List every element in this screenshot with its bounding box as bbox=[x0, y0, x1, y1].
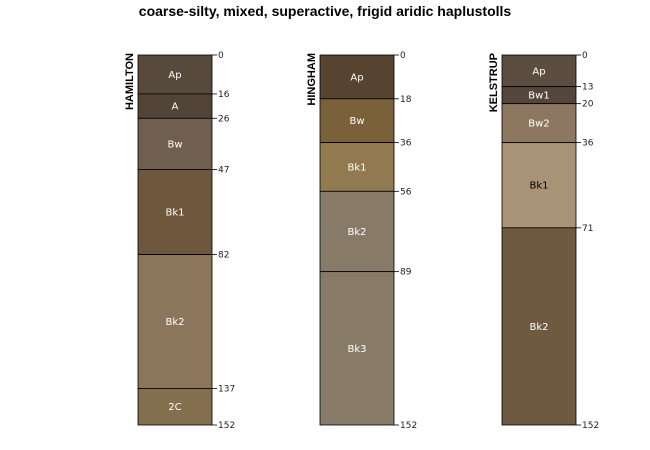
depth-label: 152 bbox=[400, 421, 417, 431]
profile-hamilton: HAMILTON Ap A Bw Bk1 Bk2 2C 0 16 26 47 82 137 152 bbox=[124, 51, 235, 431]
depth-label: 0 bbox=[400, 51, 406, 61]
depth-label: 16 bbox=[218, 90, 230, 100]
depth-label: 137 bbox=[218, 384, 235, 394]
profile-name-label: KELSTRUP bbox=[488, 53, 500, 112]
depth-label: 71 bbox=[582, 224, 593, 234]
horizon-label: Ap bbox=[350, 72, 363, 83]
horizon-label: Ap bbox=[532, 66, 545, 77]
horizon-rect bbox=[501, 142, 577, 229]
horizon-label: Bk1 bbox=[529, 181, 548, 192]
horizon-rect bbox=[137, 254, 213, 389]
depth-label: 36 bbox=[582, 139, 594, 149]
horizon-label: Bk1 bbox=[165, 208, 184, 219]
horizon-label: Bw bbox=[349, 116, 364, 127]
depth-label: 152 bbox=[582, 421, 599, 431]
horizon-rect bbox=[137, 388, 213, 426]
depth-label: 0 bbox=[582, 51, 588, 61]
horizon-label: Bk2 bbox=[347, 227, 366, 238]
depth-label: 56 bbox=[400, 187, 412, 197]
horizon-label: Bk2 bbox=[529, 322, 548, 333]
horizon-rect bbox=[319, 190, 395, 273]
horizon-label: Bw2 bbox=[528, 119, 549, 130]
horizon-rect bbox=[319, 271, 395, 426]
horizon-label: Bk1 bbox=[347, 162, 366, 173]
horizon-rect bbox=[319, 98, 395, 144]
depth-label: 152 bbox=[218, 421, 235, 431]
horizon-rect bbox=[137, 54, 213, 95]
horizon-label: A bbox=[172, 102, 179, 113]
horizon-label: Bw1 bbox=[528, 91, 549, 102]
horizon-label: Bk2 bbox=[165, 317, 184, 328]
depth-label: 18 bbox=[400, 95, 412, 105]
horizon-rect bbox=[137, 117, 213, 170]
chart-title: coarse-silty, mixed, superactive, frigid… bbox=[139, 3, 512, 19]
depth-label: 0 bbox=[218, 51, 224, 61]
depth-label: 13 bbox=[582, 83, 593, 93]
horizon-rect bbox=[137, 169, 213, 256]
horizon-label: Bk3 bbox=[347, 344, 366, 355]
profile-name-label: HAMILTON bbox=[124, 53, 136, 110]
depth-label: 36 bbox=[400, 139, 412, 149]
depth-label: 26 bbox=[218, 114, 230, 124]
depth-label: 20 bbox=[582, 100, 594, 110]
horizon-rect bbox=[501, 103, 577, 144]
horizon-rect bbox=[501, 227, 577, 426]
horizon-rect bbox=[137, 93, 213, 119]
profile-name-label: HINGHAM bbox=[306, 53, 318, 106]
profile-kelstrup: KELSTRUP Ap Bw1 Bw2 Bk1 Bk2 0 13 20 36 71 152 bbox=[488, 51, 599, 431]
horizon-rect bbox=[319, 54, 395, 100]
horizon-label: Bw bbox=[167, 139, 182, 150]
horizon-label: 2C bbox=[168, 402, 181, 413]
profile-hingham: HINGHAM Ap Bw Bk1 Bk2 Bk3 0 18 36 56 89 152 bbox=[306, 51, 417, 431]
depth-label: 82 bbox=[218, 251, 229, 261]
depth-label: 89 bbox=[400, 268, 412, 278]
horizon-label: Ap bbox=[168, 70, 181, 81]
profiles-group: HAMILTON ApABwBk1Bk22C016264782137152HING… bbox=[124, 51, 599, 431]
depth-label: 47 bbox=[218, 165, 229, 175]
